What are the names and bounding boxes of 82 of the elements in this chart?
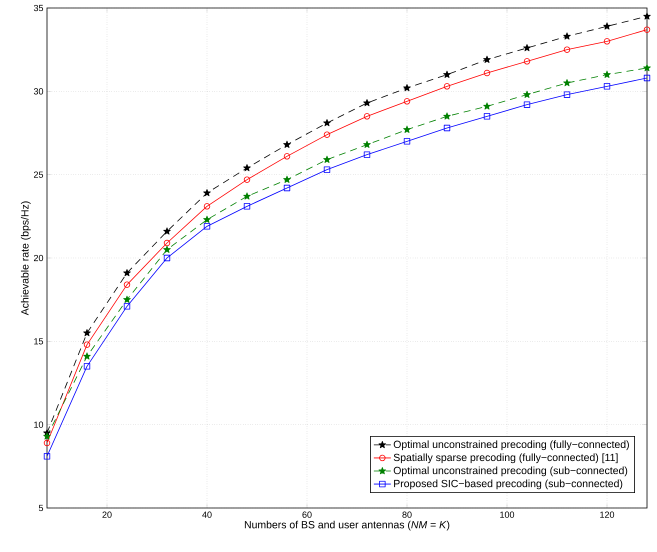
point <box>164 254 170 262</box>
point <box>123 269 131 276</box>
x-tick-label: 80 <box>402 512 412 518</box>
point <box>643 64 651 72</box>
point <box>324 166 330 173</box>
point <box>563 32 571 40</box>
point <box>124 281 130 288</box>
point <box>244 203 250 210</box>
point <box>243 164 251 172</box>
point <box>523 90 531 98</box>
point <box>243 192 251 200</box>
y-tick-label: 30 <box>34 88 44 95</box>
point <box>563 79 571 86</box>
y-tick-label: 20 <box>34 254 44 262</box>
x-tick-label: 120 <box>600 512 614 518</box>
point <box>84 341 90 348</box>
point <box>164 240 170 246</box>
point <box>644 74 650 82</box>
legend-label: Optimal unconstrained precoding (fully−connected) <box>394 440 629 450</box>
point <box>364 151 370 158</box>
point <box>124 303 130 310</box>
point <box>284 153 290 160</box>
point <box>363 99 371 106</box>
point <box>564 91 570 98</box>
point <box>603 22 611 30</box>
point <box>204 223 210 230</box>
point <box>364 113 370 120</box>
y-tick-label: 10 <box>34 421 44 428</box>
point <box>43 432 51 440</box>
point <box>524 58 530 65</box>
point <box>204 203 210 210</box>
point <box>444 83 450 90</box>
point <box>44 440 50 446</box>
y-axis-title: Achievable rate (bps/Hz) <box>20 201 31 316</box>
point <box>83 329 91 336</box>
x-tick-label: 40 <box>202 512 212 518</box>
point <box>643 12 651 20</box>
y-tick-label: 25 <box>34 171 44 178</box>
point <box>83 352 91 360</box>
legend-label: Optimal unconstrained precoding (sub−connected) <box>394 466 628 476</box>
x-tick-label: 60 <box>302 512 312 518</box>
point <box>163 246 171 253</box>
point <box>324 131 330 138</box>
y-tick-label: 15 <box>34 338 44 344</box>
point <box>483 56 491 63</box>
point <box>404 98 410 105</box>
point <box>403 126 411 133</box>
point <box>284 184 290 192</box>
point <box>403 84 411 92</box>
point <box>44 453 50 460</box>
point <box>483 102 491 110</box>
point <box>443 70 451 78</box>
x-tick-label: 100 <box>500 512 514 518</box>
point <box>283 140 291 148</box>
point <box>123 296 131 303</box>
point <box>443 112 451 120</box>
point <box>363 140 371 148</box>
point <box>603 70 611 78</box>
point <box>444 124 450 132</box>
point <box>604 83 610 90</box>
legend-label: Proposed SIC−based precoding (sub−connected) <box>394 480 622 490</box>
point <box>203 216 211 223</box>
point <box>604 38 610 45</box>
x-axis-title: Numbers of BS and user antennas (NM = K) <box>244 520 450 530</box>
point <box>323 119 331 126</box>
point <box>323 156 331 163</box>
point <box>404 138 410 145</box>
point <box>84 363 90 370</box>
y-tick-label: 35 <box>34 4 44 12</box>
point <box>203 189 211 196</box>
point <box>283 176 291 183</box>
x-tick-label: 20 <box>102 512 112 518</box>
point <box>484 70 490 76</box>
point <box>644 26 650 33</box>
point <box>244 176 250 183</box>
point <box>564 46 570 53</box>
point <box>484 113 490 120</box>
y-tick-label: 5 <box>38 504 44 512</box>
point <box>523 44 531 52</box>
legend-label: Spatially sparse precoding (fully−connected) [11] <box>394 453 618 464</box>
point <box>163 227 171 235</box>
point <box>524 101 530 108</box>
